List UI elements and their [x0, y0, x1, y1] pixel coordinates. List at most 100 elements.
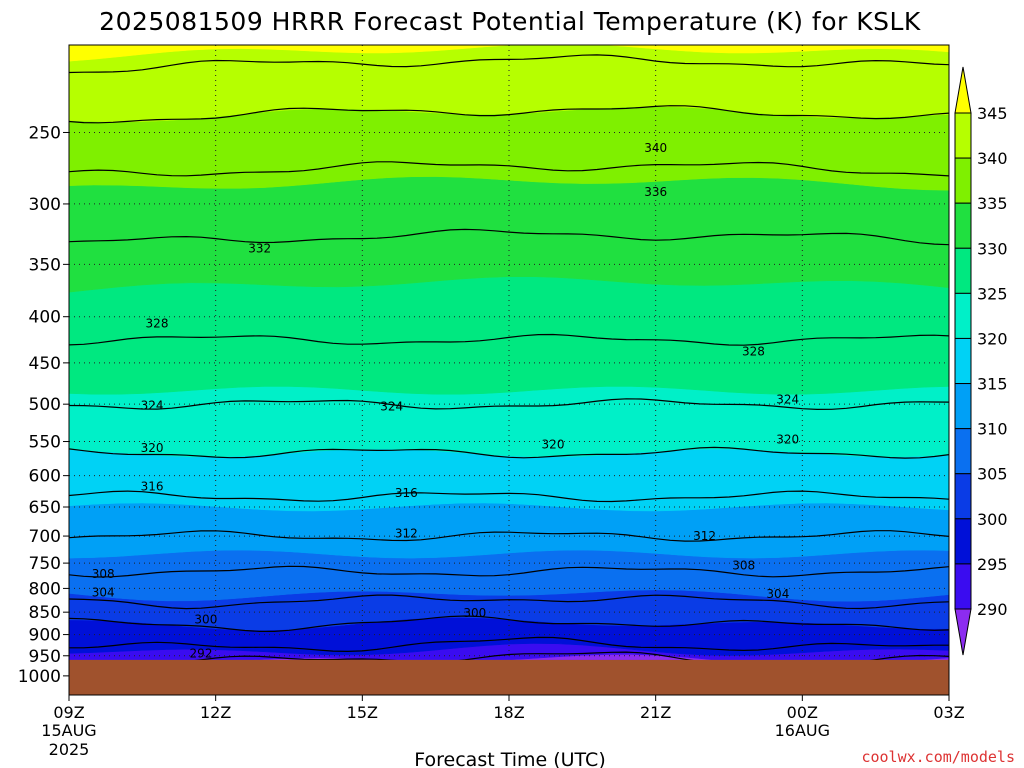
contour-label: 328 — [146, 317, 169, 331]
contour-328 — [69, 333, 949, 346]
y-tick-label: 850 — [29, 603, 61, 623]
y-tick-label: 300 — [29, 195, 61, 215]
colorbar-bottom-arrow — [954, 608, 972, 656]
contour-label: 320 — [542, 437, 565, 451]
y-tick-label: 700 — [29, 527, 61, 547]
colorbar-label: 290 — [977, 600, 1008, 619]
contour-label: 340 — [644, 141, 667, 155]
x-tick-label: 09Z — [53, 703, 84, 722]
contour-label: 312 — [693, 529, 716, 543]
y-tick-label: 250 — [29, 123, 61, 143]
theta-band-7 — [69, 386, 949, 458]
contour-label: 304 — [766, 587, 789, 601]
contour-labels: 292 300 300 304 304 308 308 312 312 316 316 320 320 3… — [92, 141, 799, 660]
y-tick-label: 900 — [29, 626, 61, 646]
x-tick-label: 21Z — [640, 703, 671, 722]
colorbar-label: 300 — [977, 510, 1008, 529]
theta-band-12 — [69, 45, 949, 62]
contour-label-text: 320 — [542, 437, 565, 451]
colorbar-top-arrow — [954, 66, 972, 114]
x-tick-date: 15AUG — [41, 721, 96, 740]
colorbar-box — [954, 112, 972, 159]
contour-lines — [69, 54, 949, 666]
y-tick-label: 450 — [29, 354, 61, 374]
y-tick-label: 550 — [29, 433, 61, 453]
contour-label: 328 — [742, 344, 765, 358]
contour-label: 300 — [194, 612, 217, 626]
contour-label-text: 324 — [776, 392, 799, 406]
contour-label: 308 — [92, 567, 115, 581]
contour-label: 324 — [380, 400, 403, 414]
y-tick-label: 350 — [29, 255, 61, 275]
colorbar-label: 315 — [977, 375, 1008, 394]
contour-label: 304 — [92, 585, 115, 599]
contour-label-text: 336 — [644, 185, 667, 199]
contour-label-text: 292 — [190, 646, 213, 660]
colorbar-box — [954, 383, 972, 430]
contour-300 — [69, 615, 949, 632]
contour-label: 292 — [190, 646, 213, 660]
x-tick-label: 12Z — [200, 703, 231, 722]
contour-label-text: 324 — [141, 399, 164, 413]
contour-296 — [69, 636, 949, 653]
contour-label-text: 304 — [92, 585, 115, 599]
contour-label-text: 320 — [776, 432, 799, 446]
contour-label: 300 — [463, 606, 486, 620]
colorbar-label: 320 — [977, 329, 1008, 348]
contour-label-text: 324 — [380, 400, 403, 414]
contour-label-text: 332 — [248, 241, 271, 255]
contour-label-text: 312 — [693, 529, 716, 543]
chart-title: 2025081509 HRRR Forecast Potential Tempe… — [99, 7, 921, 36]
colorbar-box — [954, 157, 972, 204]
colorbar-label: 295 — [977, 555, 1008, 574]
contour-308 — [69, 565, 949, 578]
x-tick-label: 15Z — [347, 703, 378, 722]
contour-label: 312 — [395, 526, 418, 540]
y-tick-label: 1000 — [18, 667, 61, 687]
contour-label: 320 — [141, 441, 164, 455]
contour-label: 324 — [141, 399, 164, 413]
contour-340 — [69, 105, 949, 124]
contour-label-text: 308 — [732, 559, 755, 573]
y-tick-label: 750 — [29, 554, 61, 574]
colorbar-box — [954, 563, 972, 610]
contour-304 — [69, 594, 949, 610]
colorbar-box — [954, 337, 972, 385]
contour-label-text: 328 — [742, 344, 765, 358]
contour-label: 316 — [141, 480, 164, 494]
contour-324 — [69, 398, 949, 411]
contour-label-text: 312 — [395, 526, 418, 540]
y-tick-label: 650 — [29, 498, 61, 518]
contour-label-text: 328 — [146, 317, 169, 331]
y-tick-label: 500 — [29, 395, 61, 415]
colorbar-label: 345 — [977, 104, 1008, 123]
contour-320 — [69, 446, 949, 459]
x-tick-label: 03Z — [933, 703, 964, 722]
colorbar-box — [954, 202, 972, 249]
y-tick-label: 800 — [29, 579, 61, 599]
credit-link[interactable]: coolwx.com/models — [861, 748, 1015, 766]
x-tick-year: 2025 — [49, 740, 90, 759]
contour-label: 336 — [644, 185, 667, 199]
contour-label-text: 316 — [395, 486, 418, 500]
y-axis: 250 300 350 400 450 500 550 600 650 700 750 800 850 9… — [18, 123, 69, 687]
terrain-block — [69, 659, 949, 695]
contour-344 — [69, 54, 949, 74]
x-tick-label: 00Z — [787, 703, 818, 722]
colorbar-label: 335 — [977, 194, 1008, 213]
contour-label-text: 300 — [194, 612, 217, 626]
x-axis-label: Forecast Time (UTC) — [414, 749, 605, 768]
contour-label-text: 304 — [766, 587, 789, 601]
contour-label: 316 — [395, 486, 418, 500]
contour-label-text: 320 — [141, 441, 164, 455]
colorbar-label: 330 — [977, 239, 1008, 258]
contour-label-text: 340 — [644, 141, 667, 155]
contour-label-text: 316 — [141, 480, 164, 494]
contour-label: 308 — [732, 559, 755, 573]
contour-312 — [69, 530, 949, 542]
x-tick-date: 16AUG — [775, 721, 830, 740]
x-tick-label: 18Z — [493, 703, 524, 722]
y-tick-label: 950 — [29, 647, 61, 667]
